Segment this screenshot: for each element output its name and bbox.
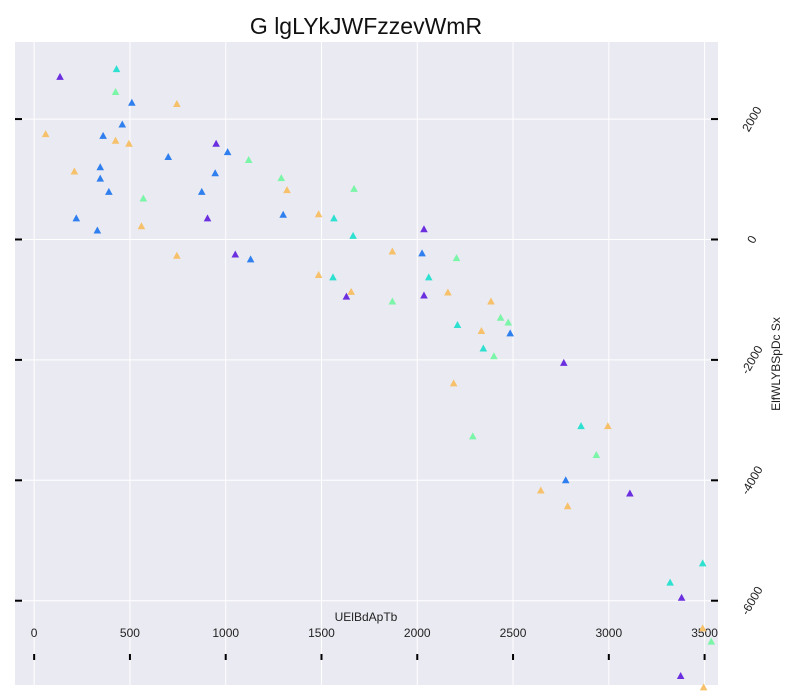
data-point [444,288,452,296]
x-axis-label: UElBdApTb [335,610,398,624]
x-tick-label: 1000 [212,626,239,640]
data-point [211,169,219,177]
data-point [173,251,181,259]
data-point [537,486,545,494]
data-point [504,318,513,326]
data-point [506,329,514,337]
data-point [496,313,505,321]
data-point [388,297,397,305]
data-point [420,225,428,233]
data-point [70,167,79,175]
data-point [203,214,212,222]
x-tick-label: 3000 [595,626,622,640]
data-point [118,120,127,128]
data-point [349,231,357,239]
data-point [707,637,716,645]
y-tick-label: -2000 [738,343,766,377]
data-point [418,249,426,257]
data-point [212,139,220,147]
data-point [111,87,120,95]
data-point [197,187,206,195]
data-point [99,131,107,139]
data-point [139,194,148,202]
grid [15,42,718,685]
data-point [125,139,133,147]
data-point [677,593,686,601]
data-point [164,152,173,160]
data-point [96,174,105,182]
data-point [487,297,495,305]
x-tick-label: 1500 [308,626,335,640]
x-tick-label: 2000 [404,626,431,640]
data-point [330,214,338,222]
plot-area [15,42,718,685]
data-point [559,358,568,366]
data-point [676,671,685,679]
y-axis-label: ElfWLYBSpDc Sx [769,317,783,411]
x-tick-label: 2500 [500,626,527,640]
data-point [283,186,291,194]
data-point [479,344,488,352]
data-point [469,432,477,440]
y-tick-label: -4000 [738,463,766,497]
data-point [577,422,585,430]
data-point [563,502,572,510]
data-point [350,184,358,192]
data-point [231,250,240,258]
data-point [279,210,287,218]
data-point [137,222,146,230]
data-point [666,578,674,586]
data-point [699,683,708,691]
chart-title: G lgLYkJWFzzevWmR [250,13,482,39]
data-point [453,320,462,328]
x-tick-label: 0 [31,626,38,640]
data-point [329,273,337,281]
data-point [626,489,634,497]
data-point [347,287,355,295]
data-point [111,136,120,144]
x-tick-label: 3500 [691,626,718,640]
data-point [56,72,64,80]
data-point [244,156,253,164]
data-point [277,174,286,182]
y-tick-label: -6000 [738,584,766,618]
data-point [128,98,136,106]
data-point [490,352,498,360]
data-point [420,291,428,299]
data-point [561,476,570,484]
data-point [388,247,397,255]
data-point [105,187,113,195]
data-point [452,254,461,262]
data-point [93,226,102,234]
y-tick-label: 2000 [739,104,765,134]
data-point [112,65,121,73]
data-point [314,210,323,218]
data-point [246,255,255,263]
data-point [223,148,232,156]
data-point [342,292,351,300]
data-point [72,214,81,222]
y-tick-label: 0 [744,233,760,246]
data-point [449,379,458,387]
data-point [592,451,601,459]
data-point [96,163,105,171]
data-point [173,100,181,108]
data-point [314,270,323,278]
data-point [477,326,486,334]
data-point [698,559,707,567]
data-point [424,273,433,281]
data-point [41,130,50,138]
data-points [41,65,716,691]
data-point [604,422,612,430]
x-axis: 0 500 1000 1500 2000 2500 3000 3500 [31,626,718,660]
data-point [698,624,707,632]
x-tick-label: 500 [120,626,140,640]
